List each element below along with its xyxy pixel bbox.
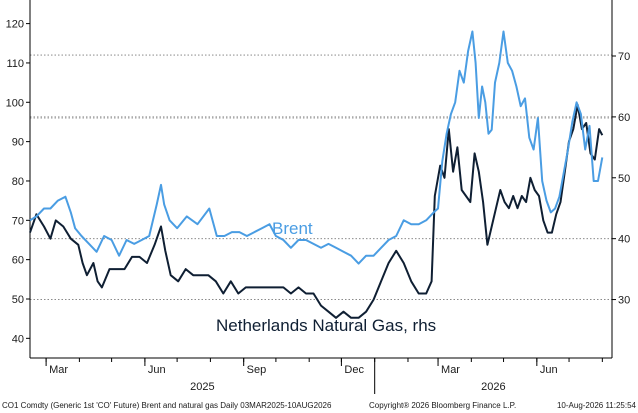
y-left-tick-label-3: 70 <box>12 215 24 227</box>
y-left-tick-label-5: 90 <box>12 137 24 149</box>
y-left-tick-label-8: 120 <box>6 19 24 31</box>
footer-copyright: Copyright® 2026 Bloomberg Finance L.P. <box>369 401 516 410</box>
series-label-gas: Netherlands Natural Gas, rhs <box>216 316 436 335</box>
y-left-tick-label-4: 80 <box>12 176 24 188</box>
grid-layer <box>30 54 612 300</box>
y-left-tick-label-6: 100 <box>6 97 24 109</box>
x-tick-label-0: Mar <box>49 364 68 376</box>
y-right-tick-label-2: 50 <box>618 173 630 185</box>
y-left-tick-label-1: 50 <box>12 294 24 306</box>
y-left-tick-label-2: 60 <box>12 255 24 267</box>
x-tick-label-2: Sep <box>247 364 267 376</box>
x-tick-label-1: Jun <box>148 364 166 376</box>
series-label-brent: Brent <box>272 219 313 238</box>
x-tick-label-3: Dec <box>344 364 364 376</box>
series-line-brent <box>29 30 604 265</box>
year-label-1: 2026 <box>481 381 505 393</box>
y-left-tick-label-0: 40 <box>12 333 24 345</box>
labels-layer: Brent Netherlands Natural Gas, rhs <box>216 219 436 335</box>
y-left-tick-label-7: 110 <box>6 58 24 70</box>
y-right-tick-label-4: 70 <box>618 51 630 63</box>
footer-timestamp: 10-Aug-2026 11:25:54 <box>557 401 637 410</box>
y-right-tick-label-0: 30 <box>618 295 630 307</box>
x-tick-label-4: Mar <box>441 364 460 376</box>
axes-layer: 40 50 60 70 80 90 100 110 120 30 40 50 60 70 Mar Jun Sep… <box>6 0 630 394</box>
y-right-tick-label-1: 40 <box>618 234 630 246</box>
series-layer <box>29 30 604 319</box>
y-right-tick-label-3: 60 <box>618 112 630 124</box>
footer: CO1 Comdty (Generic 1st 'CO' Future) Bre… <box>2 401 637 410</box>
series-line-gas <box>29 103 604 319</box>
footer-source: CO1 Comdty (Generic 1st 'CO' Future) Bre… <box>2 401 332 410</box>
x-tick-label-5: Jun <box>540 364 558 376</box>
year-label-0: 2025 <box>190 381 214 393</box>
